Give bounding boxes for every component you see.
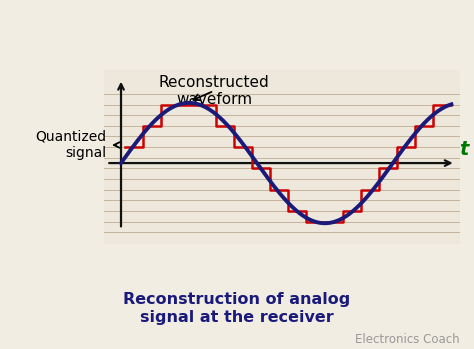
Text: Quantized
signal: Quantized signal <box>35 130 119 160</box>
Text: Reconstruction of analog
signal at the receiver: Reconstruction of analog signal at the r… <box>123 292 351 325</box>
Text: t: t <box>459 140 468 159</box>
Text: Electronics Coach: Electronics Coach <box>355 333 460 346</box>
Text: Reconstructed
waveform: Reconstructed waveform <box>159 75 269 107</box>
